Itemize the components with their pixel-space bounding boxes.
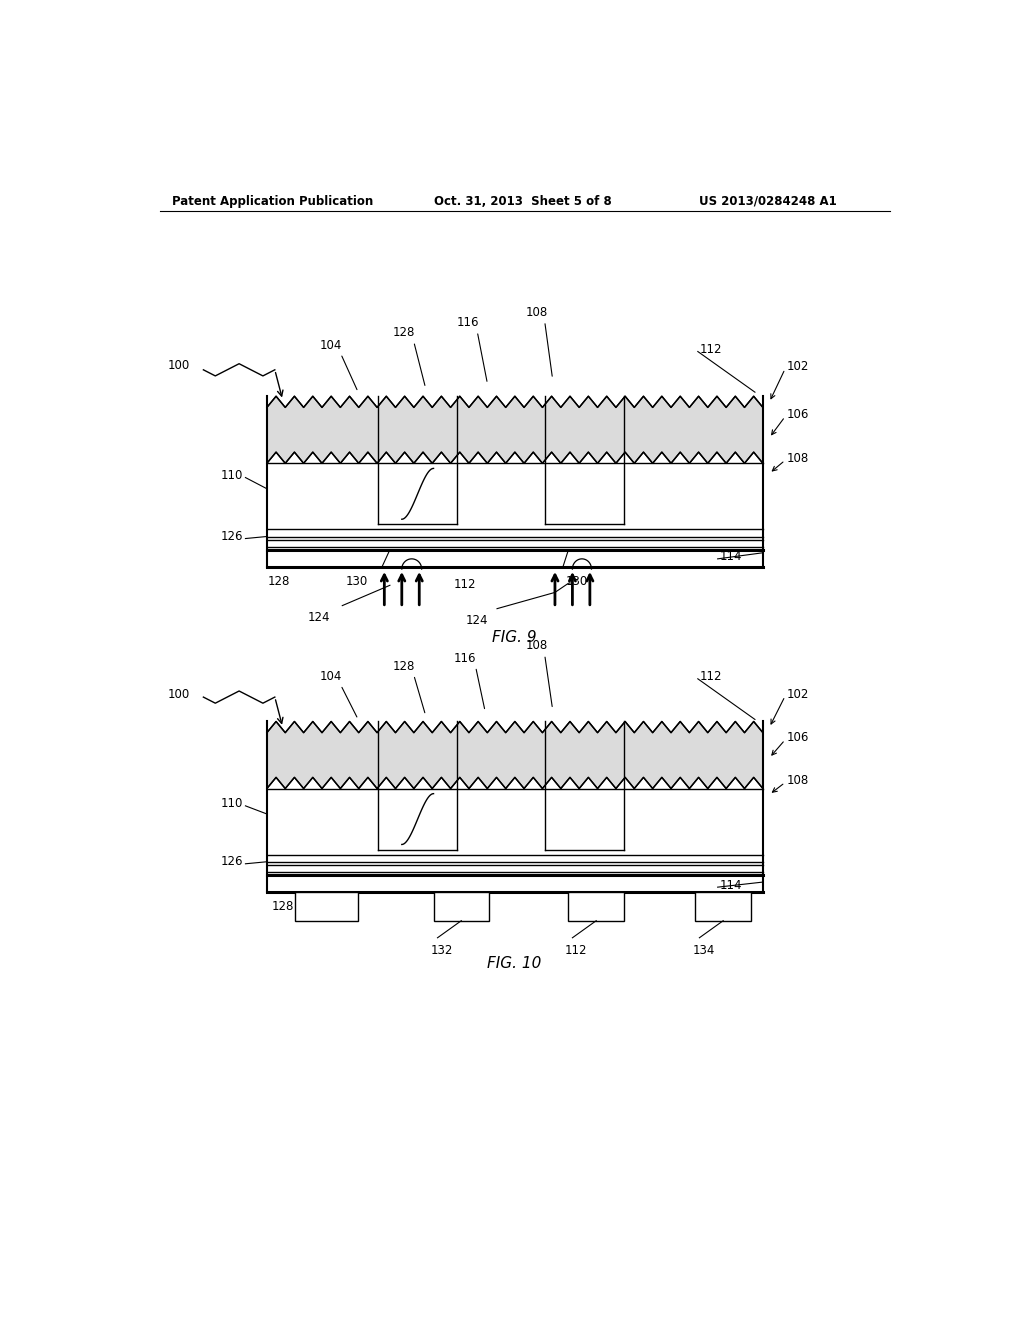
- Text: 114: 114: [719, 879, 741, 891]
- Text: 110: 110: [221, 797, 243, 810]
- Text: 128: 128: [393, 660, 416, 673]
- Text: 132: 132: [430, 944, 453, 957]
- Text: 102: 102: [786, 688, 809, 701]
- Text: 128: 128: [271, 900, 294, 913]
- Text: 112: 112: [699, 671, 722, 684]
- Text: 124: 124: [307, 611, 330, 623]
- Text: 114: 114: [719, 550, 741, 564]
- Text: 100: 100: [168, 688, 189, 701]
- Text: 130: 130: [565, 576, 588, 589]
- Bar: [568, 892, 624, 921]
- Polygon shape: [267, 722, 763, 788]
- Text: FIG. 9: FIG. 9: [493, 630, 537, 645]
- Text: 106: 106: [786, 408, 809, 421]
- Text: Patent Application Publication: Patent Application Publication: [172, 194, 373, 207]
- Text: 128: 128: [393, 326, 416, 339]
- Polygon shape: [267, 396, 763, 463]
- Text: 102: 102: [786, 360, 809, 374]
- Text: 100: 100: [168, 359, 189, 372]
- Text: 108: 108: [786, 774, 809, 787]
- Text: 110: 110: [221, 469, 243, 482]
- Text: 104: 104: [319, 669, 342, 682]
- Text: US 2013/0284248 A1: US 2013/0284248 A1: [699, 194, 838, 207]
- Text: 106: 106: [786, 731, 809, 744]
- Text: 112: 112: [565, 944, 588, 957]
- Text: 126: 126: [220, 855, 243, 869]
- Text: 126: 126: [220, 531, 243, 543]
- Text: 130: 130: [345, 576, 368, 589]
- Text: 116: 116: [457, 317, 479, 329]
- Text: 112: 112: [454, 578, 476, 591]
- Text: FIG. 10: FIG. 10: [487, 956, 542, 972]
- Text: 104: 104: [319, 338, 342, 351]
- Text: 108: 108: [786, 451, 809, 465]
- Bar: [695, 892, 751, 921]
- Text: 124: 124: [466, 614, 488, 627]
- Text: 134: 134: [692, 944, 715, 957]
- Text: 112: 112: [699, 343, 722, 356]
- Text: 116: 116: [454, 652, 476, 664]
- Text: Oct. 31, 2013  Sheet 5 of 8: Oct. 31, 2013 Sheet 5 of 8: [433, 194, 611, 207]
- Text: 108: 108: [525, 306, 548, 319]
- Text: 108: 108: [525, 639, 548, 652]
- Bar: [295, 892, 358, 921]
- Text: 128: 128: [267, 576, 290, 589]
- Bar: [433, 892, 489, 921]
